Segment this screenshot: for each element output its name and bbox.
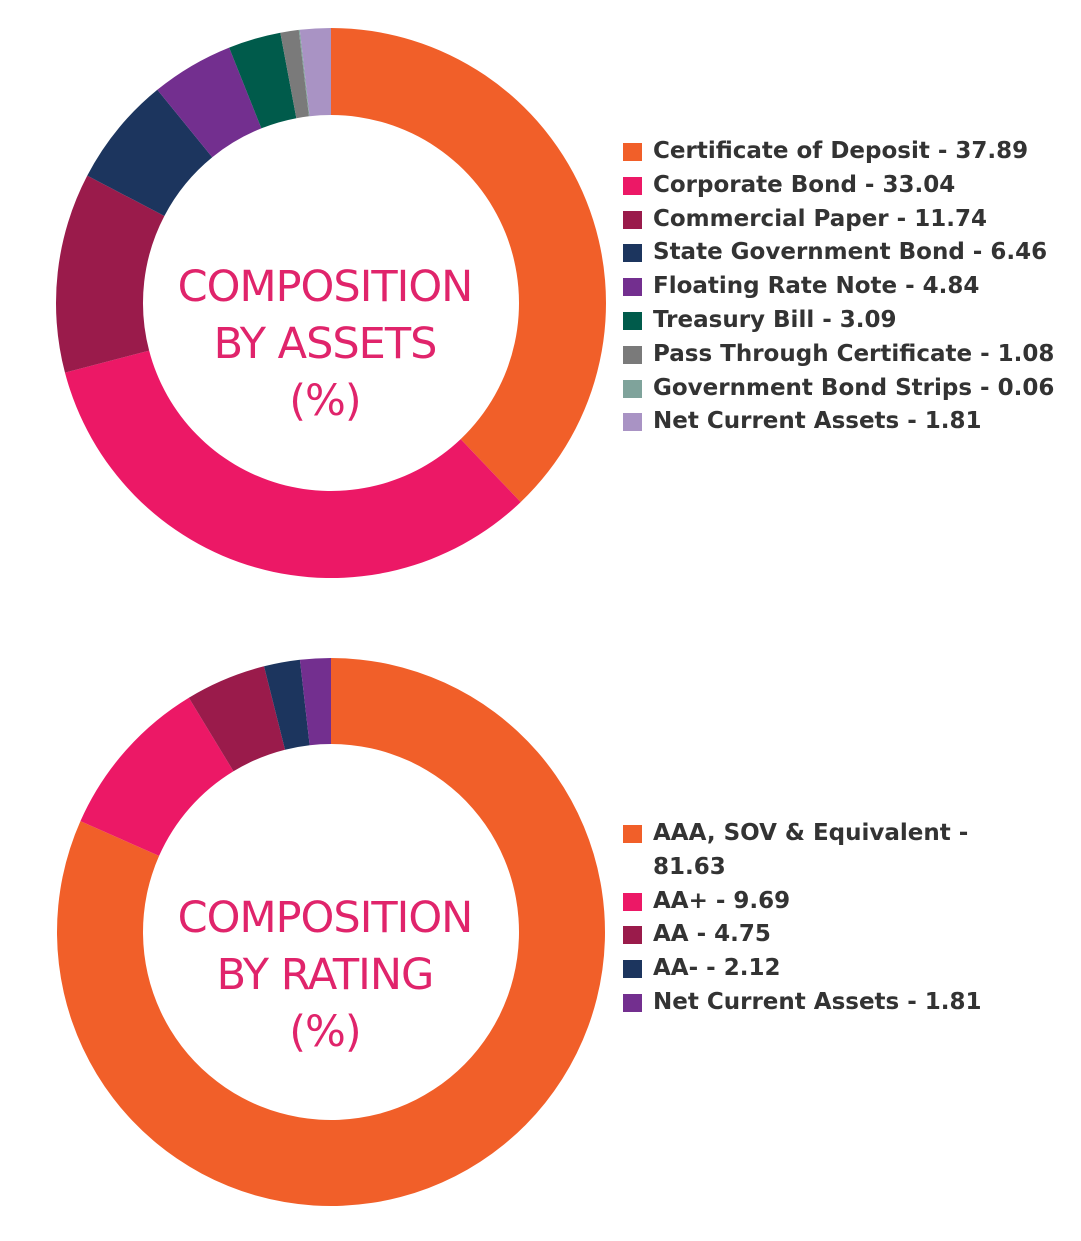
slice-state-government-bond [87, 89, 213, 216]
legend-swatch [623, 244, 642, 263]
slice-aa [264, 659, 310, 750]
legend-item-corporate-bond: Corporate Bond - 33.04 [623, 169, 1054, 203]
rating-legend: AAA, SOV & Equivalent - 81.63 AA+ - 9.69… [623, 817, 1003, 1020]
slice-commercial-paper [56, 175, 165, 373]
legend-label: Treasury Bill - 3.09 [653, 306, 897, 333]
slice-aa-plus [80, 697, 234, 856]
legend-item-treasury-bill: Treasury Bill - 3.09 [623, 304, 1054, 338]
assets-title-line-2: BY ASSETS [213, 319, 438, 369]
legend-label: Pass Through Certificate - 1.08 [653, 340, 1055, 367]
legend-swatch [623, 892, 642, 911]
legend-swatch [623, 993, 642, 1012]
legend-item-pass-through-certificate: Pass Through Certificate - 1.08 [623, 338, 1054, 372]
slice-corporate-bond [64, 350, 521, 579]
rating-title-line-1: COMPOSITION [177, 893, 474, 943]
legend-label: Government Bond Strips - 0.06 [653, 374, 1055, 401]
legend-label: State Government Bond - 6.46 [653, 239, 1048, 266]
rating-donut [56, 658, 605, 1206]
slice-government-bond-strips [298, 29, 310, 117]
legend-swatch [623, 960, 642, 979]
legend-item-government-bond-strips: Government Bond Strips - 0.06 [623, 372, 1054, 406]
legend-item-aa: AA - 4.75 [623, 918, 1003, 952]
assets-title-line-1: COMPOSITION [177, 262, 474, 312]
slice-treasury-bill [229, 32, 297, 129]
legend-item-state-government-bond: State Government Bond - 6.46 [623, 236, 1054, 270]
slice-aaa-sov-equivalent [56, 658, 605, 1206]
assets-center-title: COMPOSITION BY ASSETS (%) [177, 259, 474, 430]
legend-label: Floating Rate Note - 4.84 [653, 273, 980, 300]
legend-label: Net Current Assets - 1.81 [653, 408, 982, 435]
legend-swatch [623, 379, 642, 398]
legend-item-floating-rate-note: Floating Rate Note - 4.84 [623, 270, 1054, 304]
legend-swatch [623, 311, 642, 330]
legend-label: AA- - 2.12 [653, 955, 781, 982]
assets-composition-chart: COMPOSITION BY ASSETS (%) Certificate of… [0, 0, 1081, 600]
legend-label: Commercial Paper - 11.74 [653, 205, 987, 232]
assets-title-line-3: (%) [289, 376, 361, 426]
legend-swatch [623, 825, 642, 843]
slice-pass-through-certificate [280, 29, 309, 119]
legend-label: AA+ - 9.69 [653, 887, 791, 914]
legend-item-aa-plus: AA+ - 9.69 [623, 885, 1003, 919]
legend-item-aaa-sov-equivalent: AAA, SOV & Equivalent - 81.63 [623, 817, 1003, 885]
rating-center-title: COMPOSITION BY RATING (%) [177, 890, 474, 1061]
legend-swatch [623, 345, 642, 364]
rating-composition-chart: COMPOSITION BY RATING (%) AAA, SOV & Equ… [0, 630, 1081, 1241]
slice-certificate-of-deposit [331, 28, 606, 503]
slice-net-current-assets [299, 658, 331, 746]
rating-title-line-2: BY RATING [216, 950, 435, 1000]
rating-title-line-3: (%) [289, 1007, 361, 1057]
slice-aa [188, 666, 286, 772]
legend-label: AAA, SOV & Equivalent - 81.63 [653, 820, 969, 880]
slice-floating-rate-note [157, 47, 262, 158]
legend-item-net-current-assets: Net Current Assets - 1.81 [623, 405, 1054, 439]
legend-label: Net Current Assets - 1.81 [653, 988, 982, 1015]
assets-legend: Certificate of Deposit - 37.89 Corporate… [623, 135, 1054, 439]
legend-swatch [623, 413, 642, 432]
slice-net-current-assets [299, 28, 331, 117]
legend-swatch [623, 176, 642, 195]
legend-item-net-current-assets: Net Current Assets - 1.81 [623, 986, 1003, 1020]
legend-item-aa-minus: AA- - 2.12 [623, 952, 1003, 986]
legend-swatch [623, 210, 642, 229]
legend-swatch [623, 926, 642, 945]
legend-swatch [623, 143, 642, 161]
legend-item-certificate-of-deposit: Certificate of Deposit - 37.89 [623, 135, 1054, 169]
legend-item-commercial-paper: Commercial Paper - 11.74 [623, 203, 1054, 237]
legend-label: Corporate Bond - 33.04 [653, 171, 956, 198]
legend-label: AA - 4.75 [653, 921, 771, 948]
legend-label: Certificate of Deposit - 37.89 [653, 138, 1029, 164]
legend-swatch [623, 278, 642, 297]
assets-donut [56, 28, 606, 579]
